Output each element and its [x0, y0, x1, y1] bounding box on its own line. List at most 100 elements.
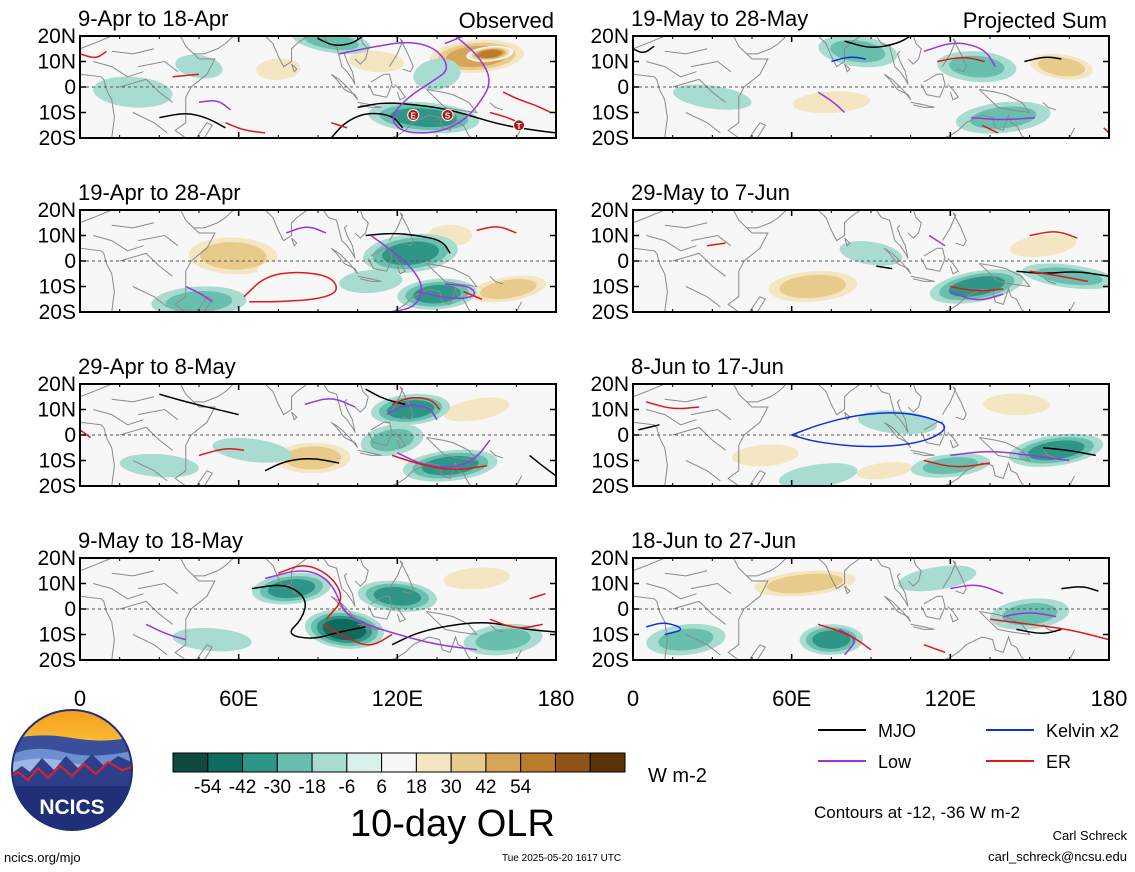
contour-low: [950, 290, 1004, 301]
contour-er: [706, 242, 726, 247]
olr-anomaly-1: [265, 438, 361, 478]
contour-low: [286, 226, 327, 234]
y-tick-label: 20S: [592, 127, 629, 150]
contour-low: [971, 116, 1036, 121]
chart-title: 10-day OLR: [350, 803, 555, 845]
olr-anomaly-3: [246, 53, 311, 85]
storm-marker-label: S: [445, 112, 451, 121]
olr-anomaly-4: [707, 398, 771, 421]
panel-label: Projected Sum: [963, 8, 1107, 33]
contour-low: [339, 36, 490, 134]
contour-kelvin: [791, 412, 946, 448]
y-tick-label: 20S: [592, 649, 629, 672]
y-tick-label: 20N: [590, 547, 629, 570]
contour-mjo: [251, 584, 366, 639]
contour-mjo: [1024, 56, 1062, 63]
olr-anomaly-3: [429, 562, 525, 595]
storm-marker: S: [441, 109, 454, 122]
coastlines: [80, 210, 523, 312]
y-tick-label: 20N: [37, 547, 76, 570]
colorbar-tick-label: -18: [298, 777, 325, 798]
contour-er: [489, 618, 543, 629]
colorbar-swatch: [450, 752, 487, 773]
contour-er: [489, 111, 525, 126]
contour-kelvin: [831, 56, 866, 63]
contour-mjo: [330, 112, 404, 138]
olr-anomaly-10: [93, 76, 173, 108]
x-tick-label: 60E: [219, 686, 258, 711]
colorbar-units-label: W m-2: [648, 765, 707, 787]
contour-er: [391, 396, 441, 410]
x-tick-label: 120E: [372, 686, 423, 711]
y-tick-label: 10N: [37, 399, 76, 422]
colorbar-swatch: [311, 752, 348, 773]
olr-anomaly-2: [466, 45, 514, 62]
olr-anomaly-8: [151, 286, 247, 312]
contour-low: [198, 100, 232, 111]
coastlines: [633, 36, 1076, 138]
storm-marker: E: [407, 109, 420, 122]
contour-er: [198, 447, 245, 457]
y-tick-label: 10S: [39, 276, 76, 299]
panel-label: Observed: [459, 8, 554, 33]
olr-anomaly-5: [937, 51, 1017, 83]
contour-mjo: [1042, 447, 1096, 457]
coastlines: [633, 384, 1076, 486]
y-tick-label: 0: [617, 76, 629, 99]
contour-mjo: [844, 36, 912, 48]
contour-low: [397, 439, 491, 468]
olr-anomaly-1: [741, 567, 869, 600]
y-tick-label: 20N: [37, 373, 76, 396]
y-tick-label: 0: [617, 598, 629, 621]
y-tick-label: 20S: [39, 127, 76, 150]
contour-kelvin: [646, 622, 682, 636]
colorbar-swatch: [242, 752, 278, 773]
contour-er: [923, 459, 991, 468]
contours: [646, 584, 1109, 656]
storm-marker: T: [512, 119, 525, 132]
colorbar: -54 -42 -30 -18 -6 6 18 30 42 54: [172, 752, 626, 798]
contour-low: [950, 450, 1070, 462]
olr-field: [673, 36, 1101, 134]
contours: [145, 565, 556, 651]
panel-period: 29-May to 7-Jun: [631, 180, 790, 205]
y-tick-label: 20S: [592, 475, 629, 498]
panel-period: 19-May to 28-May: [631, 6, 808, 31]
olr-anomaly-6: [357, 580, 437, 612]
legend-item-mjo: MJO: [818, 721, 916, 741]
y-tick-label: 10S: [592, 102, 629, 125]
olr-anomaly-4: [304, 609, 384, 649]
contour-low: [185, 285, 213, 303]
y-tick-label: 10S: [39, 102, 76, 125]
olr-anomaly-1: [717, 439, 813, 472]
olr-anomaly-5: [482, 84, 556, 111]
coastlines: [80, 384, 523, 486]
legend-label: Kelvin x2: [1046, 721, 1119, 741]
contour-low: [145, 623, 186, 641]
x-tick-label: 0: [74, 686, 86, 711]
legend-item-er: ER: [986, 752, 1071, 772]
y-tick-label: 0: [617, 424, 629, 447]
olr-anomaly-7: [463, 623, 543, 656]
footer-timestamp: Tue 2025-05-20 1617 UTC: [502, 853, 622, 864]
contour-er: [923, 643, 946, 654]
olr-anomaly-7: [313, 107, 376, 133]
y-tick-label: 20N: [590, 373, 629, 396]
contour-mjo: [159, 393, 239, 416]
logo-text: NCICS: [39, 796, 104, 819]
olr-field: [707, 389, 1104, 486]
contour-er: [322, 623, 393, 646]
panel-period: 29-Apr to 8-May: [78, 354, 236, 379]
coastlines: [633, 558, 1076, 660]
contour-er: [172, 73, 200, 78]
contour-er: [989, 618, 1109, 641]
olr-anomaly-3: [968, 389, 1065, 420]
contour-low: [418, 283, 476, 300]
contour-mjo: [365, 232, 451, 254]
contour-er: [981, 124, 999, 134]
